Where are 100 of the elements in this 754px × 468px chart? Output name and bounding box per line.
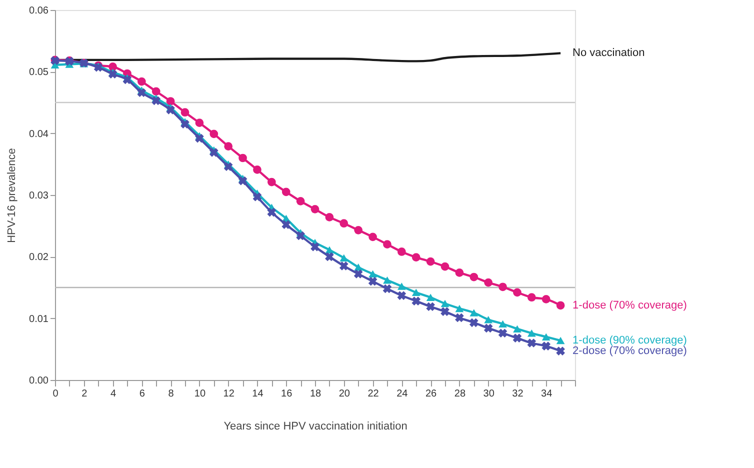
point — [470, 309, 478, 316]
point — [238, 176, 248, 186]
point — [498, 320, 507, 328]
series-label: No vaccination — [572, 47, 645, 60]
x-tick-label: 16 — [281, 388, 293, 400]
point — [412, 288, 420, 296]
point — [440, 307, 450, 316]
point — [238, 154, 247, 162]
point — [296, 231, 305, 240]
x-tick-label: 24 — [396, 388, 408, 400]
point — [527, 338, 536, 348]
point — [556, 346, 565, 356]
point — [210, 130, 218, 138]
point — [340, 219, 348, 228]
y-tick-label: 0.04 — [29, 128, 49, 140]
point — [267, 208, 276, 217]
x-tick-label: 4 — [110, 388, 116, 400]
point — [383, 276, 392, 284]
point — [426, 257, 435, 266]
point — [152, 96, 161, 106]
point — [282, 188, 290, 196]
point — [498, 282, 507, 292]
point — [252, 192, 262, 202]
x-tick-label: 30 — [483, 388, 495, 400]
y-tick-label: 0.05 — [29, 67, 49, 78]
point — [484, 316, 493, 324]
y-axis-title: HPV-16 prevalence — [6, 148, 18, 243]
x-tick-label: 6 — [139, 388, 146, 400]
point — [382, 284, 392, 294]
point — [498, 328, 508, 338]
point — [339, 261, 348, 270]
point — [484, 278, 493, 287]
x-axis-title: Years since HPV vaccination initiation — [224, 420, 408, 432]
point — [282, 220, 291, 230]
x-tick-label: 14 — [252, 388, 264, 400]
point — [455, 304, 464, 312]
point — [426, 294, 435, 301]
x-tick-label: 20 — [338, 388, 350, 400]
point — [325, 213, 334, 222]
point — [108, 62, 117, 71]
x-tick-label: 34 — [541, 388, 553, 400]
point — [310, 242, 320, 252]
point — [412, 296, 421, 306]
y-tick-label: 0.01 — [29, 314, 49, 325]
point — [368, 276, 378, 286]
point — [542, 342, 551, 351]
point — [325, 252, 334, 262]
point — [354, 226, 363, 234]
point — [455, 268, 464, 277]
point — [195, 118, 204, 128]
point — [137, 77, 146, 86]
x-tick-label: 26 — [425, 388, 438, 400]
point — [469, 318, 478, 328]
y-tick-label: 0.06 — [29, 6, 49, 16]
point — [383, 240, 392, 249]
point — [412, 253, 420, 262]
point — [224, 162, 233, 172]
point — [209, 148, 218, 157]
point — [267, 178, 276, 186]
point — [513, 288, 522, 297]
point — [484, 324, 493, 333]
point — [512, 334, 522, 342]
point — [180, 120, 190, 129]
point — [108, 70, 118, 79]
x-tick-label: 12 — [223, 388, 235, 400]
point — [310, 205, 320, 214]
point — [470, 272, 478, 282]
point — [440, 262, 450, 271]
point — [397, 248, 406, 256]
point — [340, 254, 348, 262]
series-label: 1-dose (90% coverage) — [572, 334, 687, 347]
point — [542, 333, 550, 340]
point — [296, 196, 305, 206]
point — [368, 232, 377, 242]
x-tick-label: 32 — [512, 388, 524, 400]
series-label: 2-dose (70% coverage) — [572, 345, 687, 358]
point — [542, 295, 550, 304]
point — [513, 325, 522, 332]
y-tick-label: 0.00 — [29, 376, 49, 386]
point — [397, 291, 406, 300]
x-tick-label: 28 — [454, 388, 466, 400]
point — [527, 293, 536, 302]
point — [556, 336, 565, 344]
y-tick-label: 0.02 — [29, 252, 49, 264]
point — [166, 97, 175, 106]
point — [455, 313, 464, 322]
point — [152, 87, 160, 96]
point — [137, 88, 146, 98]
point — [397, 282, 406, 290]
x-tick-label: 10 — [194, 388, 206, 400]
point — [224, 142, 233, 150]
point — [426, 302, 435, 312]
series-label: 1-dose (70% coverage) — [572, 299, 687, 312]
point — [527, 330, 536, 337]
x-tick-label: 18 — [310, 388, 322, 400]
point — [253, 166, 262, 174]
x-tick-label: 8 — [168, 388, 174, 400]
point — [166, 105, 175, 114]
point — [556, 301, 565, 310]
point — [122, 75, 132, 84]
